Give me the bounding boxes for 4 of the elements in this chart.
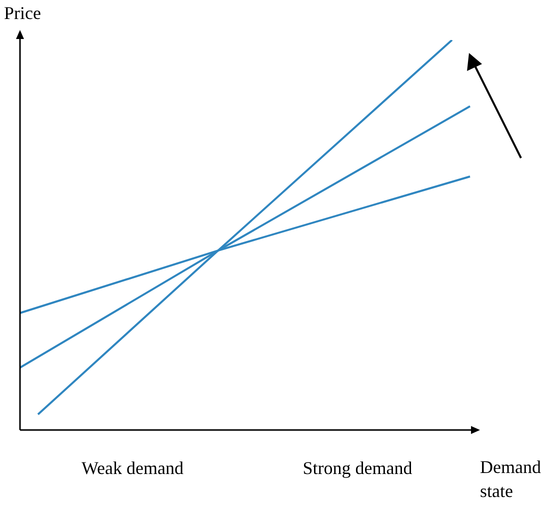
x-axis-title: Demand state [480, 456, 542, 503]
y-axis-title: Price [4, 3, 41, 24]
text: Strong demand [302, 458, 414, 479]
text: Weak demand [80, 458, 184, 479]
